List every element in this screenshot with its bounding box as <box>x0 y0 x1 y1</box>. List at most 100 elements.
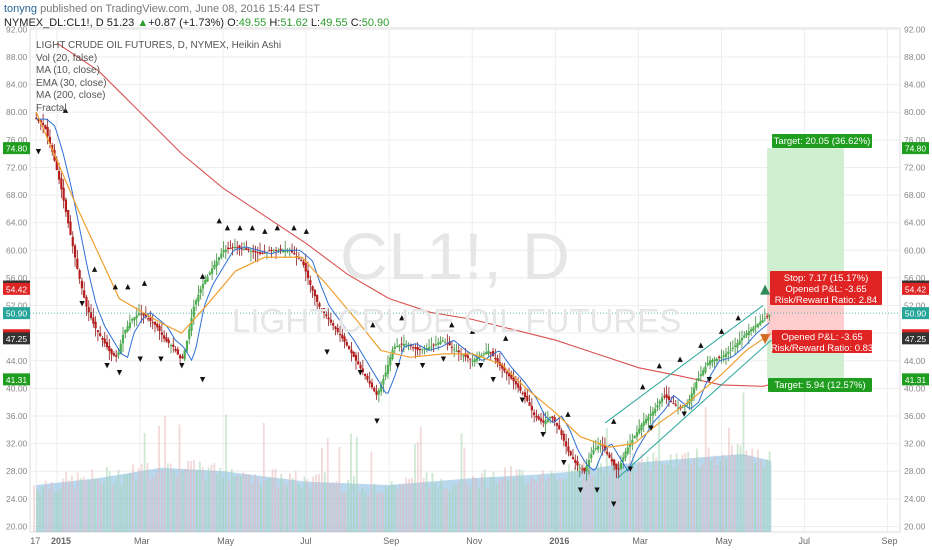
volume-bar <box>230 469 233 532</box>
candle-body <box>332 323 335 326</box>
candle-body <box>510 374 513 379</box>
volume-bar <box>568 464 570 532</box>
candle-body <box>766 316 769 318</box>
fractal-up-icon: ▲ <box>291 224 297 232</box>
candle-body <box>288 250 291 252</box>
legend-fractal[interactable]: Fractal <box>36 102 67 114</box>
candle-body <box>569 451 572 456</box>
candle-body <box>501 364 504 369</box>
candle-body <box>341 334 344 339</box>
volume-bar <box>164 416 166 532</box>
candle-body <box>423 348 426 350</box>
volume-bar <box>716 465 719 532</box>
fractal-down-icon: ▼ <box>200 375 206 383</box>
volume-bar <box>172 471 175 532</box>
fractal-down-icon: ▼ <box>358 369 364 377</box>
volume-bar <box>364 491 367 532</box>
volume-bar <box>544 480 547 532</box>
volume-bar <box>701 463 704 532</box>
publisher-name[interactable]: tonyng <box>4 3 38 15</box>
volume-bar <box>181 471 184 532</box>
y-tick-label-right: 52.00 <box>904 301 926 311</box>
candle-body <box>695 382 698 389</box>
candle-body <box>754 325 757 328</box>
candle-body <box>67 209 70 224</box>
volume-bar <box>757 449 759 532</box>
volume-bar <box>166 463 169 532</box>
candle-body <box>565 441 568 447</box>
y-tick-label-left: 28.00 <box>6 466 28 476</box>
fractal-down-icon: ▼ <box>179 362 185 370</box>
candle-body <box>464 353 467 357</box>
close-value: 50.90 <box>361 17 390 29</box>
volume-bar <box>498 480 501 532</box>
volume-bar <box>762 466 765 532</box>
candle-body <box>400 343 403 345</box>
candle-body <box>316 294 319 302</box>
x-tick-label: Jul <box>300 536 312 546</box>
legend-ma10[interactable]: MA (10, close) <box>36 65 100 76</box>
candle-body <box>665 394 668 399</box>
candle-body <box>480 354 483 357</box>
candle-body <box>427 347 431 350</box>
volume-bar <box>370 451 373 532</box>
volume-bar <box>251 483 254 532</box>
volume-bar <box>565 478 568 532</box>
fractal-up-icon: ▲ <box>225 224 231 232</box>
candle-body <box>222 250 225 253</box>
price-badge-left: 47.25 <box>6 334 28 344</box>
candle-body <box>718 356 721 358</box>
volume-bar <box>480 473 483 532</box>
legend-main[interactable]: LIGHT CRUDE OIL FUTURES, D, NYMEX, Heiki… <box>36 40 282 51</box>
candle-body <box>432 344 435 346</box>
candle-body <box>304 263 307 272</box>
y-tick-label-right: 92.00 <box>904 24 926 34</box>
candle-body <box>295 256 298 258</box>
candle-body <box>722 355 725 358</box>
candle-body <box>320 308 323 310</box>
volume-bar <box>472 475 474 532</box>
price-badge-right: 50.90 <box>905 309 927 319</box>
candle-body <box>702 370 705 376</box>
channel-lower-line <box>617 339 772 479</box>
x-tick-label: Nov <box>466 536 483 546</box>
candle-body <box>345 342 348 346</box>
legend-ema30[interactable]: EMA (30, close) <box>36 77 107 89</box>
volume-bar <box>283 483 286 532</box>
candle-body <box>443 341 447 343</box>
price-badge-right: 74.80 <box>905 144 927 154</box>
candle-body <box>375 391 378 395</box>
volume-bar <box>681 454 684 532</box>
candle-body <box>327 317 330 320</box>
volume-bar <box>512 479 515 532</box>
candle-body <box>156 323 159 328</box>
fractal-down-icon: ▼ <box>478 362 484 370</box>
fractal-up-icon: ▲ <box>275 224 281 232</box>
candle-body <box>601 445 604 447</box>
volume-bar <box>143 432 146 532</box>
candle-body <box>576 461 579 466</box>
candle-body <box>551 416 554 419</box>
fractal-up-icon: ▲ <box>237 224 243 232</box>
y-tick-label-left: 36.00 <box>6 411 28 421</box>
candle-body <box>405 343 408 345</box>
volume-bar <box>704 407 707 532</box>
volume-bar <box>117 469 120 532</box>
candle-body <box>720 357 723 359</box>
volume-bar <box>207 467 210 532</box>
candle-body <box>274 250 278 252</box>
candle-body <box>126 326 129 332</box>
candle-body <box>654 408 657 414</box>
volume-bar <box>289 473 291 532</box>
candle-body <box>587 459 591 467</box>
legend-ma200[interactable]: MA (200, close) <box>36 90 106 101</box>
legend-volume[interactable]: Vol (20, false) <box>36 52 98 64</box>
candle-body <box>546 418 549 422</box>
volume-bar <box>745 450 748 532</box>
volume-bar <box>725 457 727 532</box>
candle-body <box>663 395 666 397</box>
candle-body <box>62 187 65 201</box>
fractal-up-icon: ▲ <box>449 320 455 328</box>
volume-bar <box>431 473 434 532</box>
